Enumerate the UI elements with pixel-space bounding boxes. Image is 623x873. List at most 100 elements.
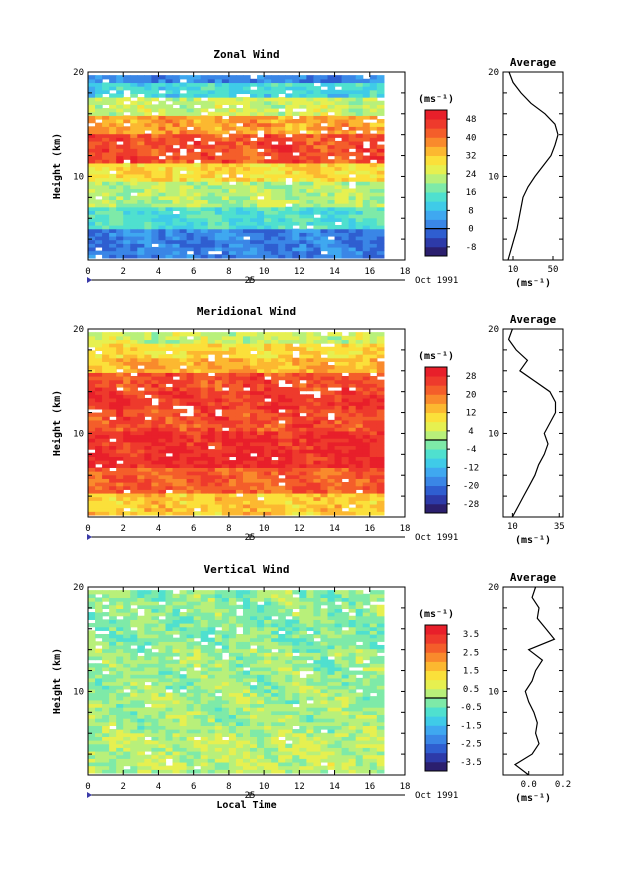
heatmap-cell (242, 365, 251, 370)
heatmap-cell (144, 634, 152, 639)
heatmap-cell (214, 346, 223, 352)
heatmap-cell (327, 471, 336, 476)
heatmap-cell (179, 361, 188, 366)
heatmap-cell (313, 192, 322, 197)
heatmap-cell (369, 177, 378, 182)
heatmap-cell (221, 159, 230, 164)
heatmap-cell (130, 159, 138, 164)
heatmap-cell (130, 608, 138, 613)
heatmap-cell (257, 108, 265, 113)
x-tick-label: 8 (226, 267, 231, 277)
heatmap-cell (214, 397, 223, 403)
heatmap-cell (250, 496, 258, 501)
heatmap-cell (228, 173, 237, 179)
heatmap-cell (257, 206, 265, 211)
heatmap-cell (151, 747, 160, 752)
heatmap-cell (271, 438, 279, 443)
heatmap-cell (355, 144, 364, 149)
heatmap-cell (348, 482, 357, 487)
heatmap-cell (320, 438, 329, 443)
heatmap-cell (242, 339, 251, 344)
heatmap-cell (172, 718, 181, 723)
heatmap-cell (179, 681, 188, 686)
heatmap-cell (158, 416, 167, 421)
heatmap-cell (116, 623, 124, 628)
heatmap-cell (193, 710, 202, 716)
heatmap-cell (320, 173, 329, 179)
heatmap-cell (320, 449, 329, 454)
heatmap-cell (264, 122, 272, 127)
heatmap-cell (200, 383, 209, 388)
heatmap-cell (116, 126, 124, 131)
heatmap-cell (172, 644, 181, 650)
heatmap-cell (109, 612, 117, 617)
heatmap-cell (341, 456, 350, 461)
heatmap-cell (271, 496, 279, 501)
heatmap-cell (200, 365, 209, 370)
heatmap-cell (228, 507, 237, 512)
heatmap-cell (250, 155, 258, 160)
heatmap-cell (320, 232, 329, 237)
heatmap-cell (151, 619, 160, 624)
heatmap-cell (369, 232, 378, 237)
heatmap-cell (285, 452, 293, 458)
heatmap-cell (130, 685, 138, 690)
heatmap-cell (348, 254, 357, 259)
heatmap-cell (158, 718, 167, 723)
heatmap-cell (341, 335, 350, 341)
heatmap-cell (348, 129, 357, 135)
heatmap-cell (130, 394, 138, 399)
heatmap-cell (116, 644, 124, 650)
heatmap-cell (207, 401, 216, 406)
heatmap-cell (313, 184, 322, 190)
heatmap-cell (278, 235, 286, 241)
heatmap-cell (130, 681, 138, 686)
heatmap-cell (165, 379, 174, 384)
heatmap-cell (214, 239, 223, 244)
heatmap-cell (165, 604, 174, 610)
colorbar-swatch (425, 210, 447, 220)
heatmap-cell (130, 416, 138, 421)
heatmap-cell (376, 93, 385, 98)
heatmap-cell (264, 412, 272, 417)
heatmap-cell (116, 225, 124, 230)
heatmap-cell (186, 210, 195, 215)
heatmap-cell (88, 159, 96, 164)
heatmap-cell (123, 593, 131, 599)
heatmap-cell (250, 206, 258, 211)
heatmap-cell (221, 246, 230, 252)
heatmap-cell (264, 133, 272, 138)
heatmap-cell (278, 412, 286, 417)
heatmap-cell (348, 195, 357, 201)
heatmap-cell (130, 250, 138, 255)
heatmap-cell (179, 376, 188, 381)
heatmap-cell (228, 368, 237, 373)
heatmap-cell (158, 170, 167, 175)
heatmap-cell (313, 503, 322, 509)
heatmap-cell (123, 162, 131, 168)
heatmap-cell (207, 434, 216, 439)
heatmap-cell (355, 463, 364, 468)
heatmap-cell (130, 445, 138, 450)
heatmap-cell (369, 221, 378, 226)
heatmap-cell (186, 155, 195, 160)
heatmap-cell (327, 221, 336, 226)
heatmap-cell (327, 430, 336, 436)
heatmap-cell (186, 663, 195, 668)
heatmap-cell (151, 181, 160, 186)
colorbar-swatch (425, 219, 447, 230)
heatmap-cell (165, 714, 174, 719)
heatmap-cell (285, 394, 293, 399)
heatmap-cell (313, 350, 322, 355)
heatmap-cell (250, 129, 258, 135)
heatmap-cell (242, 173, 251, 179)
heatmap-cell (235, 217, 244, 222)
heatmap-cell (193, 155, 202, 160)
heatmap-cell (242, 75, 251, 80)
heatmap-cell (341, 89, 350, 95)
heatmap-cell (285, 365, 293, 370)
heatmap-cell (193, 674, 202, 679)
heatmap-cell (144, 335, 152, 341)
heatmap-cell (144, 485, 152, 490)
heatmap-cell (179, 677, 188, 683)
